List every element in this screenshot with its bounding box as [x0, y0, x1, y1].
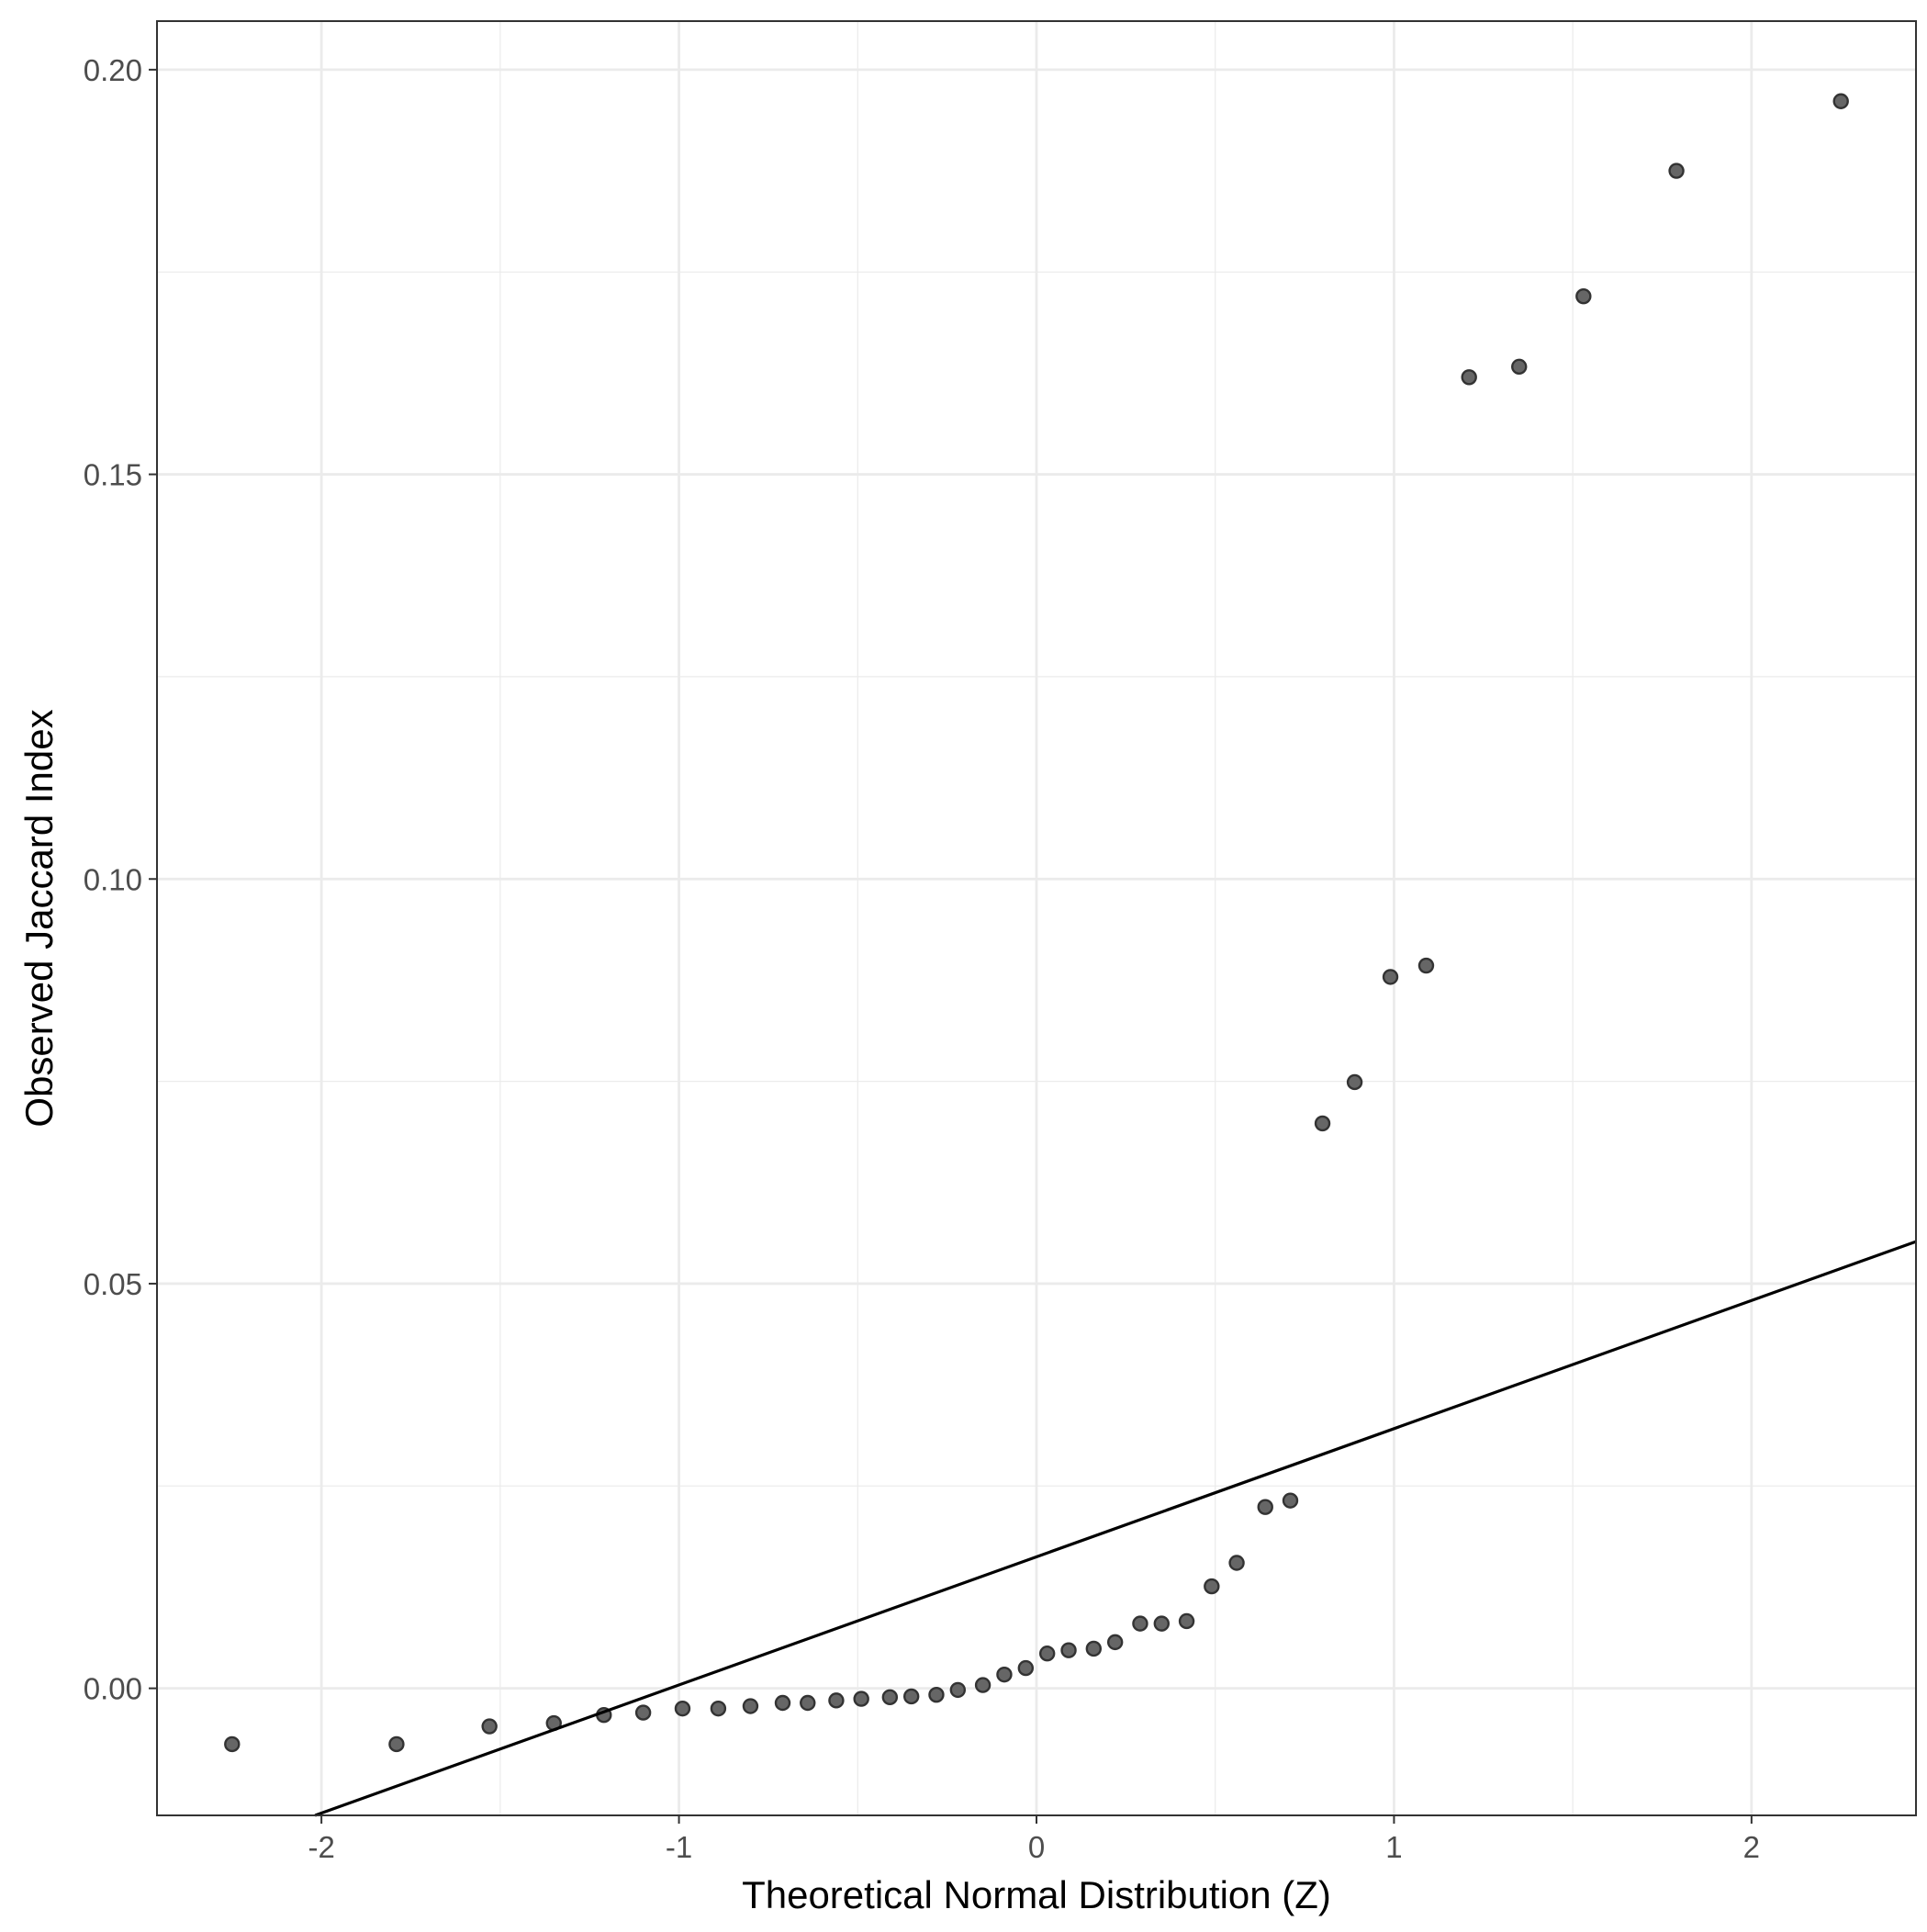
- data-point: [881, 1689, 899, 1706]
- data-point: [1228, 1555, 1245, 1571]
- data-point: [1575, 287, 1592, 305]
- data-point: [1461, 369, 1477, 386]
- data-point: [928, 1686, 945, 1703]
- x-tick-label: -2: [308, 1830, 334, 1864]
- data-point: [1204, 1578, 1220, 1595]
- data-point: [481, 1718, 498, 1735]
- data-point: [1132, 1615, 1148, 1632]
- data-point: [674, 1700, 691, 1717]
- major-gridlines: [157, 21, 1916, 1815]
- data-point: [1178, 1612, 1195, 1630]
- data-points: [224, 93, 1849, 1753]
- data-point: [949, 1681, 967, 1699]
- y-axis-title: Observed Jaccard Index: [17, 709, 61, 1127]
- x-axis-title: Theoretical Normal Distribution (Z): [742, 1873, 1331, 1916]
- data-point: [1346, 1073, 1363, 1091]
- data-point: [1038, 1646, 1056, 1662]
- data-point: [1257, 1499, 1273, 1515]
- data-point: [1153, 1615, 1171, 1632]
- data-point: [902, 1688, 920, 1705]
- reference-line: [314, 1240, 1917, 1817]
- data-point: [1511, 358, 1528, 376]
- data-point: [853, 1690, 869, 1707]
- x-axis: -2 -1 0 1 2: [308, 1815, 1760, 1864]
- data-point: [1085, 1640, 1103, 1657]
- data-point: [224, 1735, 241, 1753]
- data-point: [1832, 93, 1849, 109]
- data-point: [1060, 1642, 1077, 1658]
- data-point: [1282, 1492, 1299, 1509]
- data-point: [1417, 957, 1435, 974]
- data-point: [634, 1704, 652, 1721]
- x-tick-label: 2: [1743, 1830, 1760, 1864]
- reference-line-group: [314, 1240, 1917, 1817]
- y-tick-label: 0.15: [84, 458, 142, 492]
- data-point: [800, 1694, 816, 1712]
- data-point: [388, 1735, 405, 1753]
- data-point: [710, 1700, 727, 1717]
- data-point: [1314, 1115, 1331, 1132]
- data-point: [828, 1692, 845, 1709]
- data-point: [1382, 969, 1399, 985]
- y-tick-label: 0.05: [84, 1267, 142, 1301]
- data-point: [1017, 1659, 1035, 1677]
- data-point: [996, 1666, 1013, 1683]
- x-tick-label: 1: [1385, 1830, 1402, 1864]
- data-point: [974, 1677, 992, 1693]
- y-tick-label: 0.20: [84, 53, 142, 87]
- x-tick-label: -1: [666, 1830, 692, 1864]
- data-point: [742, 1698, 759, 1714]
- data-point: [774, 1694, 791, 1712]
- y-tick-label: 0.00: [84, 1672, 142, 1706]
- data-point: [1106, 1634, 1124, 1651]
- y-axis: 0.00 0.05 0.10 0.15 0.20: [84, 53, 157, 1706]
- x-tick-label: 0: [1028, 1830, 1045, 1864]
- data-point: [1668, 163, 1685, 179]
- y-tick-label: 0.10: [84, 862, 142, 896]
